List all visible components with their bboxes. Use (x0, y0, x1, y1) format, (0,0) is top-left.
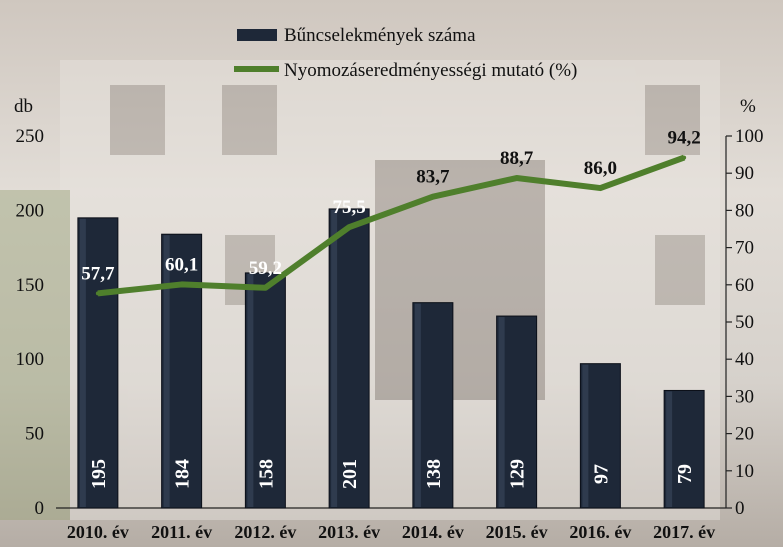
line-series: 57,7 60,1 59,2 75,5 83,7 88,7 86,0 94,2 (81, 128, 701, 297)
left-tick-label: 200 (16, 200, 45, 221)
category-label: 2012. év (234, 522, 296, 542)
line-value-label: 83,7 (416, 167, 450, 188)
right-tick-label: 50 (735, 312, 754, 333)
axes: 0 50 100 150 200 250 0 10 20 30 40 50 60 70 80 90 100 (16, 126, 764, 519)
line-path (97, 154, 686, 297)
category-label: 2017. év (653, 522, 715, 542)
line-point (263, 285, 268, 290)
right-tick-label: 0 (735, 498, 745, 519)
line-value-label: 88,7 (500, 148, 534, 169)
bar-highlight (163, 235, 170, 507)
category-label: 2010. év (67, 522, 129, 542)
left-tick-label: 250 (16, 126, 45, 147)
right-axis-unit: % (740, 96, 756, 117)
left-tick-label: 50 (25, 424, 44, 445)
bar-value-label: 195 (88, 459, 110, 489)
right-tick-label: 90 (735, 163, 754, 184)
bar-value-label: 79 (674, 464, 696, 484)
left-tick-label: 100 (16, 349, 45, 370)
bar-highlight (247, 273, 254, 507)
bar-value-label: 184 (172, 459, 194, 489)
category-label: 2013. év (318, 522, 380, 542)
category-label: 2016. év (569, 522, 631, 542)
window (110, 85, 165, 155)
line-point (514, 176, 519, 181)
line-point (682, 155, 687, 160)
right-tick-label: 30 (735, 386, 754, 407)
right-tick-label: 10 (735, 461, 754, 482)
category-label: 2014. év (402, 522, 464, 542)
line-value-label: 57,7 (81, 263, 115, 284)
window (655, 235, 705, 305)
bar-value-label: 97 (590, 464, 612, 484)
bar-value-label: 201 (339, 459, 361, 489)
window (222, 85, 277, 155)
right-tick-label: 40 (735, 349, 754, 370)
left-axis-unit: db (14, 96, 33, 117)
bar-highlight (666, 391, 673, 507)
bar-value-label: 158 (255, 459, 277, 489)
line-point (95, 291, 100, 296)
left-tick-label: 0 (35, 498, 45, 519)
left-tick-label: 150 (16, 275, 45, 296)
line-point (347, 225, 352, 230)
category-labels: 2010. év 2011. év 2012. év 2013. év 2014. év… (67, 522, 715, 542)
line-point (598, 186, 603, 191)
bar-highlight (79, 218, 86, 507)
right-tick-label: 20 (735, 424, 754, 445)
right-tick-label: 60 (735, 275, 754, 296)
line-value-label: 86,0 (584, 158, 617, 179)
legend-label-line: Nyomozáseredményességi mutató (%) (284, 60, 577, 81)
legend-label-bar: Bűncselekmények száma (284, 25, 476, 46)
line-value-label: 60,1 (165, 254, 198, 275)
bar-highlight (414, 303, 421, 507)
bar-highlight (498, 317, 505, 507)
line-point (430, 194, 435, 199)
line-value-label: 94,2 (668, 128, 701, 149)
category-label: 2015. év (486, 522, 548, 542)
right-tick-label: 70 (735, 238, 754, 259)
line-value-label: 75,5 (333, 197, 366, 218)
right-tick-label: 100 (735, 126, 764, 147)
bar-value-label: 138 (423, 459, 445, 489)
line-point (179, 282, 184, 287)
bar-highlight (582, 364, 589, 507)
bars: 195 184 158 201 138 129 97 79 (77, 208, 705, 509)
bar-highlight (331, 209, 338, 508)
tree (0, 190, 70, 520)
bar-value-label: 129 (507, 459, 529, 489)
category-label: 2011. év (151, 522, 212, 542)
window (645, 85, 700, 155)
legend: Bűncselekmények száma Nyomozáseredményes… (234, 25, 577, 81)
legend-bar-swatch (237, 29, 277, 41)
right-tick-label: 80 (735, 200, 754, 221)
line-value-label: 59,2 (249, 258, 282, 279)
